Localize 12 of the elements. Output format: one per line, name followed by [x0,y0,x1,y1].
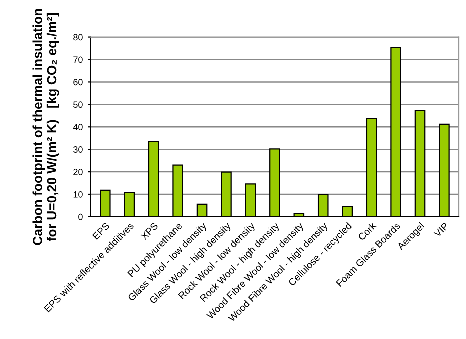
y-tick-label: 0 [78,214,83,220]
y-tick-label: 60 [74,79,83,86]
x-tick-label: Cork [358,222,377,242]
y-axis-title: Carbon footprint of thermal insulation for U=0,20 W/(m² K) [kg CO₂ eq./m²] [32,9,60,246]
y-tick-label: 70 [74,56,83,64]
y-tick-label: 30 [74,146,83,153]
x-tick-label: VIP [434,222,450,238]
y-tick-label: 40 [73,124,83,130]
y-tick-label: 50 [74,102,83,108]
y-tick-label: 80 [74,34,83,41]
y-tick-label: 20 [74,169,83,176]
y-tick-label: 10 [74,191,83,198]
